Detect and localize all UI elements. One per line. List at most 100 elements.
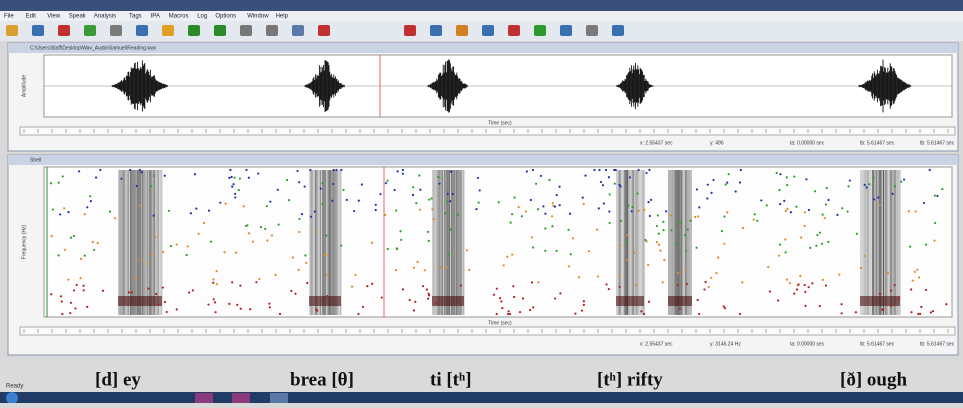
menu-item[interactable]: Window [247, 14, 269, 20]
formant-dot [799, 275, 801, 277]
tool-button[interactable] [318, 25, 330, 36]
status-field: ta: 0.00000 sec [790, 341, 825, 347]
formant-dot [449, 228, 451, 230]
formant-dot [131, 291, 133, 293]
formant-dot [644, 239, 646, 241]
formant-dot [61, 313, 63, 315]
tool-button[interactable] [188, 25, 200, 36]
formant-dot [804, 284, 806, 286]
formant-dot [637, 192, 639, 194]
spectral-energy [636, 170, 637, 315]
spectral-energy [628, 170, 629, 315]
menu-item[interactable]: Tags [129, 14, 142, 20]
formant-dot [437, 176, 439, 178]
menu-item[interactable]: Edit [26, 14, 37, 20]
tool-button[interactable] [214, 25, 226, 36]
menu-item[interactable]: IPA [151, 14, 160, 20]
spectral-energy [446, 170, 447, 315]
spectral-energy [686, 170, 687, 315]
menu-item[interactable]: Speak [69, 14, 87, 20]
spectral-energy [873, 170, 874, 315]
tool-button[interactable] [430, 25, 442, 36]
formant-dot [778, 189, 780, 191]
taskbar-app[interactable] [270, 393, 288, 403]
formant-dot [243, 205, 245, 207]
formant-dot [314, 211, 316, 213]
formant-dot [309, 169, 311, 171]
tool-button[interactable] [110, 25, 122, 36]
formant-dot [766, 204, 768, 206]
tool-button[interactable] [456, 25, 468, 36]
tool-button[interactable] [32, 25, 44, 36]
formant-dot [532, 306, 534, 308]
taskbar-app[interactable] [232, 393, 250, 403]
formant-dot [245, 169, 247, 171]
formant-dot [619, 244, 621, 246]
spectral-energy [883, 170, 884, 315]
spectral-energy [690, 170, 691, 315]
formant-dot [638, 169, 640, 171]
tool-button[interactable] [508, 25, 520, 36]
menu-item[interactable]: Analysis [94, 14, 116, 20]
tool-button[interactable] [58, 25, 70, 36]
formant-dot [703, 288, 705, 290]
tool-button[interactable] [612, 25, 624, 36]
formant-dot [320, 187, 322, 189]
spectral-energy [460, 170, 461, 315]
formant-dot [438, 183, 440, 185]
formant-dot [793, 175, 795, 177]
formant-dot [252, 241, 254, 243]
status-field: tb: 5.61467 sec [920, 341, 955, 347]
formant-dot [73, 289, 75, 291]
formant-dot [424, 269, 426, 271]
formant-dot [210, 240, 212, 242]
formant-dot [439, 266, 441, 268]
formant-dot [375, 209, 377, 211]
spectral-energy [448, 170, 449, 315]
formant-dot [686, 283, 688, 285]
tool-button[interactable] [292, 25, 304, 36]
formant-dot [684, 234, 686, 236]
tool-button[interactable] [162, 25, 174, 36]
spectral-energy [150, 170, 151, 315]
formant-dot [916, 269, 918, 271]
spectral-energy [332, 170, 333, 315]
tool-button[interactable] [482, 25, 494, 36]
formant-dot [893, 284, 895, 286]
formant-dot [475, 208, 477, 210]
formant-dot [936, 195, 938, 197]
taskbar-app[interactable] [195, 393, 213, 403]
taskbar [0, 392, 963, 403]
menu-item[interactable]: Log [197, 14, 207, 20]
tool-button[interactable] [560, 25, 572, 36]
formant-dot [721, 230, 723, 232]
tool-button[interactable] [6, 25, 18, 36]
tool-button[interactable] [240, 25, 252, 36]
menu-item[interactable]: Help [276, 14, 289, 20]
formant-dot [767, 266, 769, 268]
formant-dot [346, 199, 348, 201]
formant-dot [70, 237, 72, 239]
tool-button[interactable] [404, 25, 416, 36]
tool-button[interactable] [586, 25, 598, 36]
formant-dot [234, 196, 236, 198]
formant-dot [569, 213, 571, 215]
formant-dot [428, 199, 430, 201]
formant-dot [522, 297, 524, 299]
menu-item[interactable]: Options [215, 14, 236, 20]
menu-item[interactable]: File [4, 14, 14, 20]
tool-button[interactable] [534, 25, 546, 36]
tool-button[interactable] [136, 25, 148, 36]
menu-item[interactable]: Macros [169, 14, 189, 20]
formant-dot [697, 299, 699, 301]
tool-button[interactable] [266, 25, 278, 36]
formant-dot [900, 181, 902, 183]
menu-item[interactable]: View [47, 14, 61, 20]
formant-dot [176, 243, 178, 245]
tool-button[interactable] [84, 25, 96, 36]
spectral-energy [450, 170, 451, 315]
formant-dot [416, 261, 418, 263]
formant-dot [468, 269, 470, 271]
spectral-energy [329, 170, 330, 315]
spectral-energy [639, 170, 640, 315]
